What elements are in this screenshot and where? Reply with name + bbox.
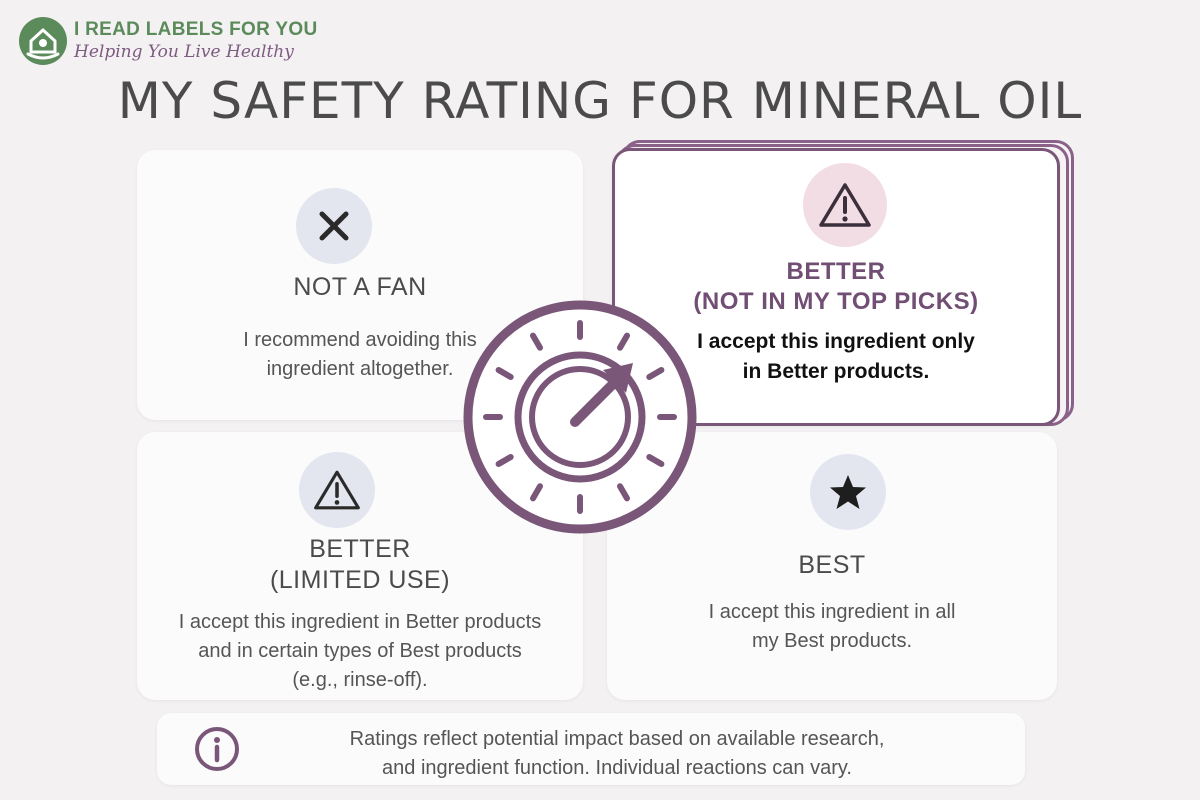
dial-tick xyxy=(530,483,543,502)
warning-icon-badge xyxy=(803,163,887,247)
card-body-line: ingredient altogether. xyxy=(266,358,454,380)
dial-tick xyxy=(530,332,543,351)
note-line: Ratings reflect potential impact based o… xyxy=(349,728,885,750)
card-title-line: BETTER xyxy=(786,258,886,285)
x-icon xyxy=(319,211,349,241)
card-body-line: in Better products. xyxy=(742,360,930,383)
selected-rating-card: BETTER (NOT IN MY TOP PICKS) I accept th… xyxy=(612,148,1060,426)
warning-icon xyxy=(314,470,360,510)
note-line: and ingredient function. Individual reac… xyxy=(382,757,852,779)
rating-card-better-limited-use: BETTER (LIMITED USE) I accept this ingre… xyxy=(137,432,583,700)
star-icon xyxy=(830,475,866,509)
card-title-line: (NOT IN MY TOP PICKS) xyxy=(693,288,979,315)
rating-card-best: BEST I accept this ingredient in all my … xyxy=(607,432,1057,700)
card-body-line: and in certain types of Best products xyxy=(198,640,522,662)
warning-icon xyxy=(819,183,871,227)
info-icon xyxy=(195,727,239,771)
dial-tick xyxy=(617,332,630,351)
dial-tick xyxy=(495,454,514,467)
card-title: BEST xyxy=(798,551,866,579)
dial-tick xyxy=(617,483,630,502)
dial-tick xyxy=(646,454,665,467)
card-title-line: BETTER xyxy=(309,535,411,563)
card-body-line: I accept this ingredient in all xyxy=(708,601,956,623)
warning-icon-badge xyxy=(299,452,375,528)
star-icon-badge xyxy=(810,454,886,530)
x-icon-badge xyxy=(296,188,372,264)
card-body-line: I recommend avoiding this xyxy=(243,329,477,351)
page-title: MY SAFETY RATING FOR MINERAL OIL xyxy=(117,72,1083,130)
brand-name: I READ LABELS FOR YOU xyxy=(74,19,318,40)
card-body-line: my Best products. xyxy=(751,630,913,652)
dial-tick xyxy=(495,367,514,380)
card-body-line: I accept this ingredient only xyxy=(697,330,975,353)
card-body-line: (e.g., rinse-off). xyxy=(292,669,428,691)
rating-card-better-not-top-picks: BETTER (NOT IN MY TOP PICKS) I accept th… xyxy=(612,140,1074,426)
rating-dial-icon xyxy=(463,300,697,534)
brand-tagline: Helping You Live Healthy xyxy=(74,42,294,62)
brand: I READ LABELS FOR YOU Helping You Live H… xyxy=(18,16,317,66)
card-title-line: (LIMITED USE) xyxy=(269,566,451,594)
card-title: NOT A FAN xyxy=(293,273,427,301)
brand-logo-icon xyxy=(19,17,67,65)
info-note: Ratings reflect potential impact based o… xyxy=(157,713,1025,785)
card-body-line: I accept this ingredient in Better produ… xyxy=(178,611,542,633)
dial-tick xyxy=(646,367,665,380)
